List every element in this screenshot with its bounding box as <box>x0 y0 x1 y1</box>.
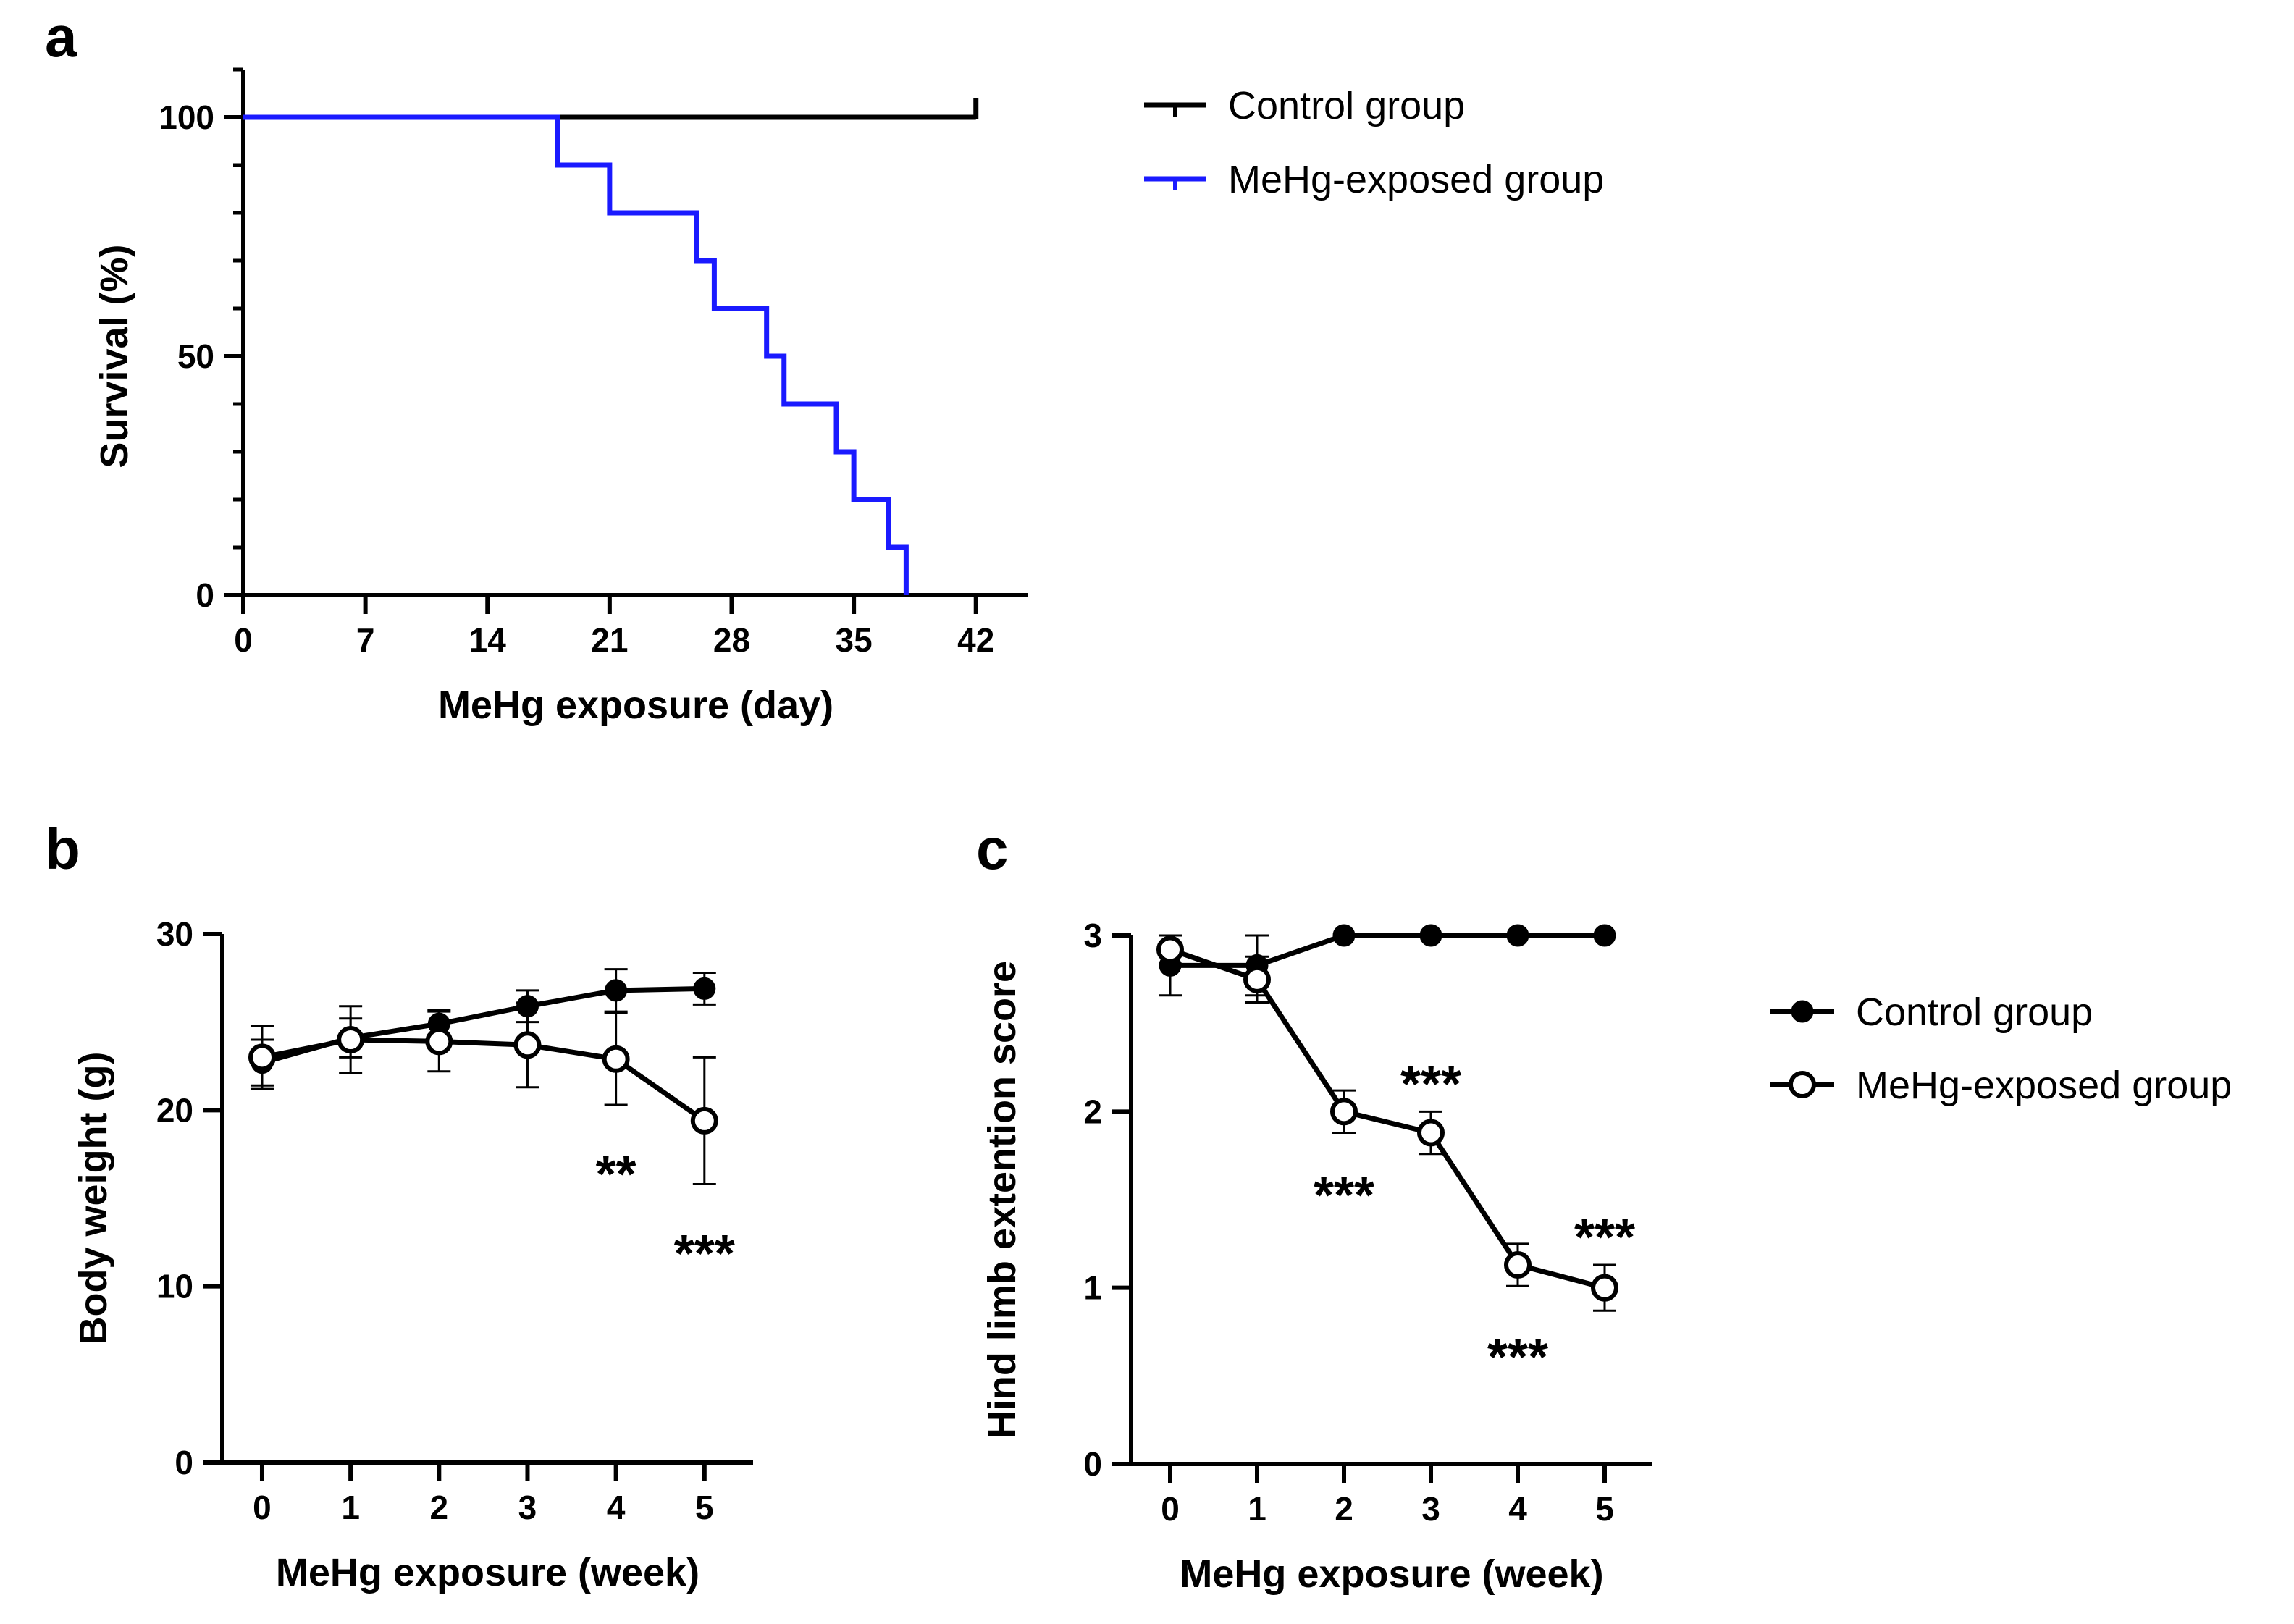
panel-a-x-tick-label: 21 <box>591 621 628 659</box>
panel-c-legend-control-group-swatch-marker <box>1791 1000 1814 1023</box>
panel-c-legend-control-group-label: Control group <box>1856 990 2093 1034</box>
panel-c-y-tick-label: 2 <box>1083 1093 1102 1130</box>
panel-b-mehg-exposed-group-line <box>261 1037 706 1123</box>
panel-c-legend-mehg-exposed-group-label: MeHg-exposed group <box>1856 1064 2232 1107</box>
panel-b-significance-label: *** <box>674 1225 735 1283</box>
panel-c-significance-label: *** <box>1400 1056 1461 1114</box>
panel-c-control-group-point <box>1506 924 1529 947</box>
panel-c-x-tick-label: 0 <box>1161 1490 1180 1528</box>
panel-c-control-group-point <box>1419 924 1442 947</box>
panel-c-legend-mehg-exposed-group-swatch-marker <box>1789 1071 1816 1098</box>
panel-b-significance-label: ** <box>596 1146 636 1204</box>
panel-b-y-tick-label: 0 <box>175 1444 193 1481</box>
panel-a-x-tick-label: 0 <box>234 621 253 659</box>
panel-a-x-tick-label: 14 <box>469 621 507 659</box>
panel-c-mehg-exposed-group-point <box>1504 1251 1532 1279</box>
panel-b-x-tick-label: 0 <box>253 1489 272 1526</box>
panel-c-control-group-line <box>1170 933 1605 968</box>
panel-c-y-tick-label: 1 <box>1083 1269 1102 1307</box>
panel-a-legend-mehg-exposed-group-label: MeHg-exposed group <box>1228 158 1604 201</box>
panel-c-x-tick-label: 1 <box>1248 1490 1266 1528</box>
panel-c-x-axis-title: MeHg exposure (week) <box>1180 1552 1603 1596</box>
panel-a-y-tick-label: 0 <box>196 576 214 614</box>
panel-a-letter: a <box>45 4 77 69</box>
panel-a-y-tick-label: 100 <box>159 98 214 136</box>
panel-a-y-tick-label: 50 <box>177 337 214 375</box>
panel-a-legend-control-group-label: Control group <box>1228 84 1465 127</box>
panel-a-x-tick-label: 28 <box>713 621 750 659</box>
panel-a-x-tick-label: 7 <box>356 621 375 659</box>
panel-c-y-axis-title: Hind limb extention score <box>980 961 1024 1439</box>
panel-b-y-tick-label: 30 <box>156 915 193 953</box>
panel-b-mehg-exposed-group-point <box>425 1027 453 1056</box>
panel-c-control-group-point <box>1593 924 1616 947</box>
panel-c-mehg-exposed-group-point <box>1330 1098 1358 1126</box>
panel-c-x-tick-label: 5 <box>1595 1490 1614 1528</box>
panel-c-letter: c <box>976 817 1009 881</box>
panel-c-mehg-exposed-group-point <box>1156 935 1184 964</box>
panel-a-x-tick-label: 35 <box>836 621 873 659</box>
panel-c-mehg-exposed-group-point <box>1417 1119 1445 1147</box>
panel-b-mehg-exposed-group-point <box>690 1106 718 1135</box>
panel-b-x-tick-label: 5 <box>695 1489 714 1526</box>
panel-c-control-group-point <box>1332 924 1356 947</box>
panel-b-x-tick-label: 4 <box>607 1489 626 1526</box>
body-weight-chart: 0 10 20 30 0 1 2 3 4 5 MeHg exposure (week) Body we… <box>72 915 753 1594</box>
panel-b-letter: b <box>45 817 80 881</box>
panel-b-mehg-exposed-group-point <box>513 1031 542 1059</box>
survival-chart: 0 50 100 0 7 14 21 28 35 42 MeHg exposure (day) Sur… <box>93 67 1604 727</box>
panel-b-mehg-exposed-group-point <box>602 1045 630 1073</box>
panel-b-control-group-point <box>605 979 628 1002</box>
panel-c-y-tick-label: 3 <box>1083 917 1102 954</box>
panel-b-mehg-exposed-group-point <box>248 1043 276 1072</box>
panel-b-y-tick-label: 10 <box>156 1268 193 1305</box>
hind-limb-score-chart: 0 1 2 3 0 1 2 3 4 5 MeHg exposure (week) Hind limb … <box>980 917 2232 1596</box>
panel-c-mehg-exposed-group-point <box>1591 1274 1618 1302</box>
panel-b-x-tick-label: 3 <box>518 1489 537 1526</box>
panel-b-y-axis-title: Body weight (g) <box>72 1052 115 1345</box>
panel-c-significance-label: *** <box>1314 1166 1374 1224</box>
panel-a-x-tick-label: 42 <box>957 621 994 659</box>
panel-b-x-axis-title: MeHg exposure (week) <box>276 1551 699 1594</box>
panel-c-x-tick-label: 2 <box>1335 1490 1353 1528</box>
panel-c-x-tick-label: 3 <box>1421 1490 1440 1528</box>
panel-c-x-tick-label: 4 <box>1508 1490 1527 1528</box>
panel-b-control-group-point <box>693 977 716 1000</box>
panel-b-y-tick-label: 20 <box>156 1091 193 1129</box>
panel-c-y-tick-label: 0 <box>1083 1445 1102 1483</box>
panel-c-significance-label: *** <box>1574 1209 1635 1267</box>
panel-b-x-tick-label: 1 <box>341 1489 360 1526</box>
panel-a-y-axis-title: Survival (%) <box>93 244 136 468</box>
panel-b-control-group-line <box>261 985 705 1066</box>
panel-b-x-tick-label: 2 <box>430 1489 449 1526</box>
panel-a-x-axis-title: MeHg exposure (day) <box>438 683 833 727</box>
panel-c-significance-label: *** <box>1487 1329 1548 1387</box>
panel-a-mehg-exposed-group-line <box>243 114 909 595</box>
panel-c-mehg-exposed-group-point <box>1243 965 1271 993</box>
panel-b-mehg-exposed-group-point <box>337 1026 365 1053</box>
panel-c-mehg-exposed-group-line <box>1169 947 1605 1291</box>
